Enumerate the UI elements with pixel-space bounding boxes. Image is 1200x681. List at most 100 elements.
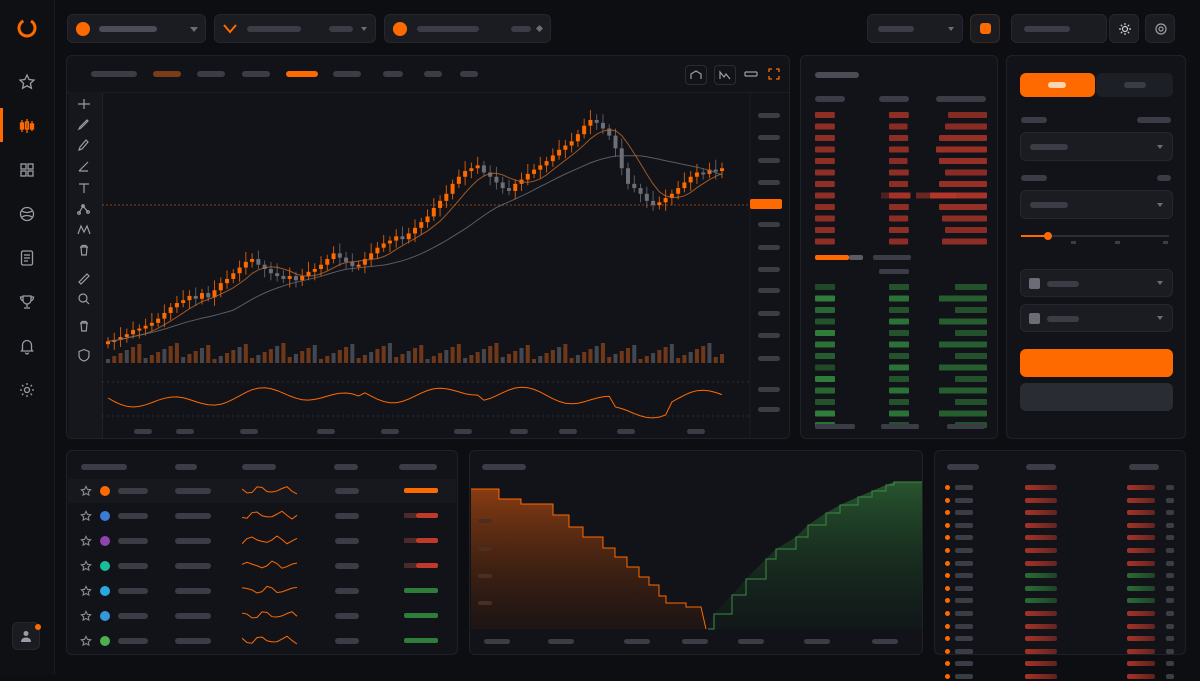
secondary-action-button[interactable] — [1020, 383, 1173, 411]
trade-row[interactable] — [935, 547, 1185, 555]
alert-toggle-button[interactable] — [970, 14, 1000, 43]
volume-bar — [600, 343, 605, 363]
bell-icon[interactable] — [13, 332, 41, 360]
trend-icon[interactable] — [76, 159, 92, 173]
candlestick-icon[interactable] — [13, 112, 41, 140]
volume-bar — [413, 348, 417, 363]
volume-bar — [243, 344, 248, 363]
ask-row — [945, 123, 987, 130]
watchlist-row[interactable] — [68, 629, 456, 653]
favorites-icon[interactable] — [13, 68, 41, 96]
timeframe-tab[interactable] — [333, 71, 361, 77]
watchlist-row[interactable] — [68, 579, 456, 603]
trade-time — [955, 636, 973, 642]
timeframe-tab[interactable] — [460, 71, 478, 77]
ruler-icon[interactable] — [76, 271, 92, 285]
globe-icon[interactable] — [13, 200, 41, 228]
shield-icon[interactable] — [76, 348, 92, 362]
ask-row — [945, 169, 987, 176]
amount-slider-track[interactable] — [1021, 235, 1169, 237]
trade-row[interactable] — [935, 673, 1185, 681]
reduce-only-select[interactable] — [1020, 304, 1173, 332]
timeframe-tab[interactable] — [91, 71, 137, 77]
pencil-icon[interactable] — [76, 117, 92, 131]
zoom-icon[interactable] — [76, 292, 92, 306]
account-field[interactable] — [1011, 14, 1107, 43]
logo-icon[interactable] — [13, 14, 41, 42]
ask-depth-area — [471, 489, 706, 629]
price-axis-label — [758, 333, 780, 338]
tab-buy[interactable] — [1020, 73, 1095, 97]
trade-row[interactable] — [935, 610, 1185, 618]
trade-row[interactable] — [935, 648, 1185, 656]
trade-row[interactable] — [935, 585, 1185, 593]
amount-slider-handle[interactable] — [1043, 232, 1052, 240]
indicator-button[interactable] — [685, 65, 707, 85]
theme-toggle-button[interactable] — [1109, 14, 1139, 43]
trade-row[interactable] — [935, 509, 1185, 517]
order-book[interactable] — [801, 56, 997, 438]
depth-chart[interactable] — [470, 479, 922, 654]
timeframe-tab[interactable] — [286, 71, 318, 77]
price-chart[interactable] — [102, 92, 788, 438]
watchlist-row[interactable] — [68, 479, 456, 503]
exchange-select[interactable] — [214, 14, 376, 43]
pair-select[interactable] — [384, 14, 551, 43]
price-input[interactable] — [1020, 132, 1173, 161]
watchlist-row[interactable] — [68, 604, 456, 628]
star-icon[interactable] — [80, 535, 92, 547]
trade-row[interactable] — [935, 623, 1185, 631]
watchlist-row[interactable] — [68, 529, 456, 553]
brush-icon[interactable] — [76, 138, 92, 152]
trade-row[interactable] — [935, 660, 1185, 668]
nodes-icon[interactable] — [76, 202, 92, 216]
candle — [651, 200, 656, 206]
layout-select[interactable] — [867, 14, 963, 43]
star-icon[interactable] — [80, 485, 92, 497]
amount-input[interactable] — [1020, 190, 1173, 219]
fullscreen-button[interactable] — [764, 65, 786, 85]
place-order-button[interactable] — [1020, 349, 1173, 377]
trade-row[interactable] — [935, 572, 1185, 580]
star-icon[interactable] — [80, 585, 92, 597]
tab-sell[interactable] — [1096, 73, 1173, 97]
change-badge — [416, 513, 438, 518]
crosshair-icon[interactable] — [76, 97, 92, 111]
trade-row[interactable] — [935, 560, 1185, 568]
trade-row[interactable] — [935, 522, 1185, 530]
text-icon[interactable] — [76, 181, 92, 195]
candle — [306, 271, 311, 277]
time-in-force-select[interactable] — [1020, 269, 1173, 297]
star-icon[interactable] — [80, 510, 92, 522]
watchlist-row[interactable] — [68, 504, 456, 528]
settings-button[interactable] — [1145, 14, 1175, 43]
market-select[interactable] — [67, 14, 206, 43]
watchlist-row[interactable] — [68, 554, 456, 578]
star-icon[interactable] — [80, 610, 92, 622]
bid-row — [889, 387, 909, 394]
candle — [281, 276, 286, 279]
trash-icon[interactable] — [76, 243, 92, 257]
pattern-icon[interactable] — [76, 223, 92, 237]
document-icon[interactable] — [13, 244, 41, 272]
compare-button[interactable] — [714, 65, 736, 85]
timeframe-tab[interactable] — [153, 71, 181, 77]
trade-row[interactable] — [935, 497, 1185, 505]
star-icon[interactable] — [80, 560, 92, 572]
star-icon[interactable] — [80, 635, 92, 647]
trade-row[interactable] — [935, 597, 1185, 605]
trophy-icon[interactable] — [13, 288, 41, 316]
gear-icon[interactable] — [13, 376, 41, 404]
delete-icon[interactable] — [76, 319, 92, 333]
layout-button[interactable] — [741, 65, 763, 85]
trade-amount — [1127, 585, 1155, 591]
timeframe-tab[interactable] — [197, 71, 225, 77]
trade-row[interactable] — [935, 484, 1185, 492]
trade-row[interactable] — [935, 635, 1185, 643]
timeframe-tab[interactable] — [383, 71, 403, 77]
trade-row[interactable] — [935, 534, 1185, 542]
grid-icon[interactable] — [13, 156, 41, 184]
timeframe-tab[interactable] — [242, 71, 270, 77]
sparkline — [242, 483, 298, 497]
timeframe-tab[interactable] — [424, 71, 442, 77]
